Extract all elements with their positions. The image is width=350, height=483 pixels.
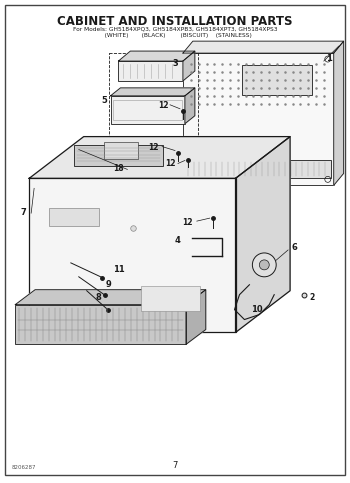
Bar: [111, 96, 185, 124]
Bar: [141, 286, 200, 311]
Text: 2: 2: [309, 293, 315, 302]
Text: 8206287: 8206287: [11, 465, 36, 469]
Bar: [186, 160, 331, 178]
Polygon shape: [334, 41, 344, 185]
Text: 12: 12: [183, 218, 193, 227]
Text: (WHITE)       (BLACK)        (BISCUIT)    (STAINLESS): (WHITE) (BLACK) (BISCUIT) (STAINLESS): [99, 33, 251, 38]
Polygon shape: [236, 137, 290, 332]
Bar: [108, 53, 198, 147]
Polygon shape: [186, 290, 206, 344]
Polygon shape: [185, 88, 195, 124]
Bar: [243, 65, 312, 95]
Text: 1: 1: [326, 54, 332, 63]
Polygon shape: [118, 51, 195, 61]
Bar: [29, 178, 236, 332]
Text: CABINET AND INSTALLATION PARTS: CABINET AND INSTALLATION PARTS: [57, 15, 293, 28]
Bar: [113, 100, 182, 120]
Text: 18: 18: [113, 164, 124, 173]
Text: 12: 12: [148, 143, 159, 152]
Text: 3: 3: [172, 58, 178, 68]
Bar: [49, 208, 99, 226]
Bar: [74, 144, 163, 167]
Text: 12: 12: [158, 101, 168, 110]
Text: 10: 10: [252, 305, 263, 314]
Polygon shape: [15, 290, 206, 305]
Polygon shape: [29, 137, 290, 178]
Bar: [104, 142, 138, 159]
Text: 9: 9: [106, 280, 111, 289]
Circle shape: [252, 253, 276, 277]
Text: 11: 11: [113, 265, 124, 274]
Text: 7: 7: [20, 208, 26, 217]
Bar: [118, 61, 183, 81]
Bar: [183, 53, 334, 185]
Text: 12: 12: [165, 159, 175, 168]
Polygon shape: [111, 88, 195, 96]
Polygon shape: [183, 41, 344, 53]
Circle shape: [259, 260, 269, 270]
Text: 4: 4: [175, 236, 181, 244]
Text: 7: 7: [172, 461, 178, 469]
Polygon shape: [183, 51, 195, 81]
Text: For Models: GH5184XPQ3, GH5184XPB3, GH5184XPT3, GH5184XPS3: For Models: GH5184XPQ3, GH5184XPB3, GH51…: [73, 26, 277, 31]
Text: 5: 5: [102, 96, 107, 105]
Bar: [15, 305, 186, 344]
Text: 8: 8: [96, 293, 101, 302]
Text: 6: 6: [291, 243, 297, 253]
